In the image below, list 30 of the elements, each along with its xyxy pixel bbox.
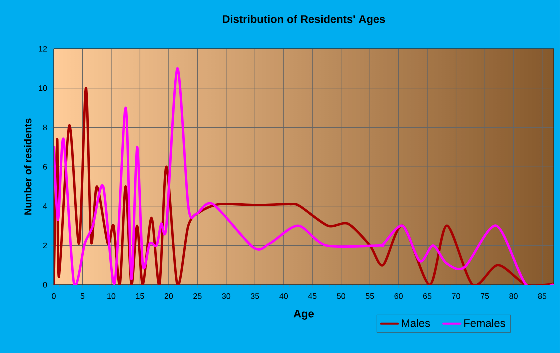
x-tick-label: 20	[164, 294, 174, 300]
x-tick-label: 55	[366, 294, 374, 300]
x-tick-label: 85	[538, 294, 547, 300]
y-axis-title: Number of residents	[24, 118, 32, 215]
legend-label: Females	[464, 319, 506, 328]
x-tick-label: 60	[394, 294, 403, 300]
x-tick-label: 80	[510, 294, 518, 300]
legend-label: Males	[402, 319, 430, 328]
x-tick-label: 5	[80, 294, 85, 300]
x-tick-label: 50	[337, 294, 346, 300]
x-tick-label: 30	[222, 294, 231, 300]
x-tick-label: 0	[52, 294, 56, 300]
x-tick-label: 15	[136, 294, 144, 300]
x-tick-label: 25	[194, 294, 202, 300]
x-axis-title: Age	[294, 310, 314, 320]
x-tick-label: 45	[308, 294, 317, 300]
y-tick-label: 12	[39, 46, 48, 52]
y-tick-label: 0	[43, 282, 48, 288]
x-tick-label: 70	[452, 294, 460, 300]
y-tick-label: 4	[43, 204, 48, 210]
y-tick-label: 6	[43, 164, 48, 170]
y-tick-label: 8	[43, 124, 48, 130]
x-tick-label: 65	[424, 294, 432, 300]
y-tick-label: 10	[39, 85, 48, 92]
x-tick-label: 35	[251, 294, 260, 300]
x-tick-label: 10	[108, 294, 116, 300]
x-tick-label: 75	[480, 294, 490, 300]
x-tick-label: 40	[280, 294, 288, 300]
chart-title: Distribution of Residents' Ages	[223, 15, 386, 26]
y-tick-label: 2	[43, 242, 48, 248]
